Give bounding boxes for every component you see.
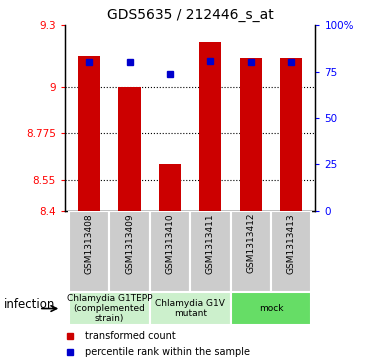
Bar	[69, 292, 150, 325]
Bar	[78, 56, 100, 211]
Text: GSM1313413: GSM1313413	[287, 213, 296, 274]
Bar	[280, 58, 302, 211]
Bar	[271, 211, 311, 292]
Text: infection: infection	[4, 298, 55, 311]
Bar	[159, 164, 181, 211]
Text: GSM1313412: GSM1313412	[246, 213, 255, 273]
Bar	[118, 87, 141, 211]
Text: transformed count: transformed count	[85, 331, 176, 340]
Text: Chlamydia G1TEPP
(complemented
strain): Chlamydia G1TEPP (complemented strain)	[67, 294, 152, 323]
Bar	[150, 211, 190, 292]
Bar	[150, 292, 230, 325]
Title: GDS5635 / 212446_s_at: GDS5635 / 212446_s_at	[107, 8, 273, 22]
Bar	[199, 42, 221, 211]
Text: Chlamydia G1V
mutant: Chlamydia G1V mutant	[155, 299, 225, 318]
Text: mock: mock	[259, 304, 283, 313]
Text: GSM1313411: GSM1313411	[206, 213, 215, 274]
Text: GSM1313409: GSM1313409	[125, 213, 134, 274]
Bar	[230, 292, 311, 325]
Bar	[240, 58, 262, 211]
Text: GSM1313408: GSM1313408	[85, 213, 93, 274]
Text: percentile rank within the sample: percentile rank within the sample	[85, 347, 250, 356]
Bar	[230, 211, 271, 292]
Bar	[69, 211, 109, 292]
Text: GSM1313410: GSM1313410	[165, 213, 174, 274]
Bar	[190, 211, 230, 292]
Bar	[109, 211, 150, 292]
